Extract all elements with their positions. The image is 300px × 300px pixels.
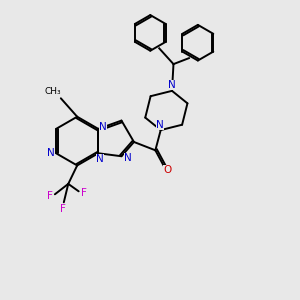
Text: F: F — [81, 188, 87, 198]
Text: N: N — [96, 154, 103, 164]
Text: O: O — [163, 165, 171, 175]
Text: N: N — [47, 148, 55, 158]
Text: N: N — [156, 120, 164, 130]
Text: N: N — [168, 80, 176, 90]
Text: N: N — [99, 122, 106, 132]
Text: N: N — [124, 153, 132, 163]
Text: F: F — [46, 191, 52, 201]
Text: CH₃: CH₃ — [44, 87, 61, 96]
Text: F: F — [60, 204, 66, 214]
